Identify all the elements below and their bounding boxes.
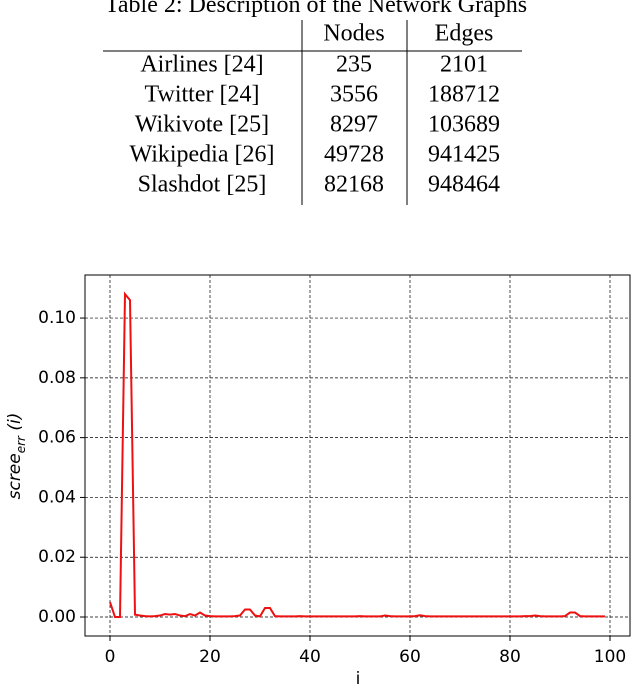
table-cell: Airlines [24]: [140, 52, 263, 78]
y-tick-label: 0.04: [38, 487, 76, 507]
plot-frame: [84, 274, 631, 637]
table-header: Nodes: [323, 21, 384, 47]
x-tick-label: 0: [105, 647, 116, 667]
y-axis-label: screeerr (i): [5, 413, 28, 500]
table-cell: 2101: [440, 52, 488, 78]
table-cell: 188712: [428, 82, 500, 108]
table-cell: 82168: [324, 172, 384, 198]
y-label-main: scree: [5, 453, 25, 499]
table-cell: 3556: [330, 82, 378, 108]
x-axis-label: i: [356, 669, 361, 686]
y-tick-label: 0.08: [38, 368, 76, 388]
x-tick-label: 100: [594, 647, 626, 667]
y-tick-label: 0.00: [38, 607, 76, 627]
data-line: [109, 291, 605, 619]
table-header: Edges: [435, 21, 494, 47]
table-title: Table 2: Description of the Network Grap…: [105, 0, 527, 18]
table-cell: 103689: [428, 112, 500, 138]
table-cell: Twitter [24]: [145, 82, 260, 108]
table-cell: 49728: [324, 142, 384, 168]
table-cell: Wikipedia [26]: [130, 142, 275, 168]
table-cell: 941425: [428, 142, 500, 168]
y-tick-label: 0.06: [38, 428, 76, 448]
table-cell: Wikivote [25]: [135, 112, 269, 138]
y-label-suffix: (i): [5, 413, 25, 431]
y-tick-label: 0.02: [38, 547, 76, 567]
table-cell: Slashdot [25]: [138, 172, 267, 198]
table-cell: 235: [336, 52, 372, 78]
y-label-sub: err: [14, 435, 28, 453]
x-tick-label: 80: [499, 647, 521, 667]
table-cell: 948464: [428, 172, 500, 198]
x-tick-label: 20: [199, 647, 221, 667]
table-cell: 8297: [330, 112, 378, 138]
y-tick-label: 0.10: [38, 308, 76, 328]
x-tick-label: 40: [299, 647, 321, 667]
x-tick-label: 60: [399, 647, 421, 667]
